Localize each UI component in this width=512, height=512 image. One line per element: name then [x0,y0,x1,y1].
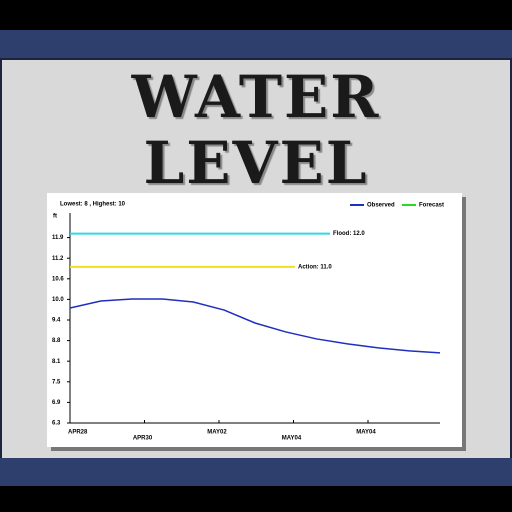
chart-subtitle: Lowest: 8 , Highest: 10 [60,202,126,208]
y-tick-label: 8.8 [52,338,61,344]
legend-label: Forecast [419,203,444,209]
legend-label: Observed [367,203,395,209]
y-tick-label: 8.1 [52,359,61,365]
y-tick-label: 10.6 [52,276,64,282]
y-tick-label: 10.0 [52,297,64,303]
y-tick-label: 7.5 [52,379,61,385]
x-tick-label: APR30 [133,436,153,442]
series-line [69,298,441,354]
threshold-label: Action: 11.0 [298,264,332,270]
y-tick-label: 11.9 [52,235,64,241]
x-tick-label: MAY02 [207,430,227,436]
bottom-band [0,458,512,486]
y-tick-label: 6.9 [52,400,61,406]
x-tick-label: APR28 [68,430,88,436]
x-tick-label: MAY04 [356,430,376,436]
chart-background [47,193,462,447]
threshold-label: Flood: 12.0 [333,231,365,237]
y-unit: ft [53,214,57,220]
x-tick-label: MAY04 [282,436,302,442]
top-band [0,30,512,58]
y-tick-label: 11.2 [52,256,64,262]
y-tick-label: 9.4 [52,318,61,324]
y-tick-label: 6.3 [52,421,61,427]
